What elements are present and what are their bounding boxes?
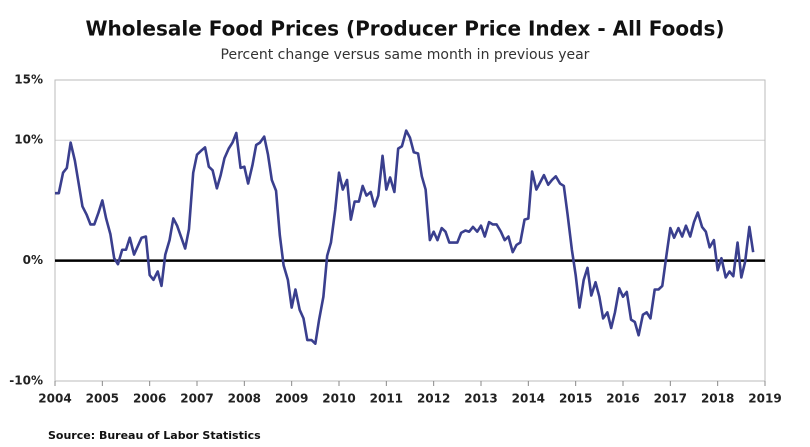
y-tick-label: 0% (23, 253, 43, 267)
source-note: Source: Bureau of Labor Statistics (48, 429, 261, 442)
x-tick-label: 2011 (370, 392, 403, 406)
x-tick-label: 2006 (133, 392, 166, 406)
x-tick-label: 2016 (606, 392, 639, 406)
x-tick-label: 2012 (417, 392, 450, 406)
x-tick-label: 2017 (654, 392, 687, 406)
x-tick-label: 2013 (464, 392, 497, 406)
x-tick-label: 2015 (559, 392, 592, 406)
x-tick-label: 2018 (701, 392, 734, 406)
plot-frame (54, 79, 766, 382)
x-tick-label: 2019 (748, 392, 781, 406)
x-tick-label: 2008 (228, 392, 261, 406)
chart-title: Wholesale Food Prices (Producer Price In… (85, 17, 724, 41)
x-tick-label: 2009 (275, 392, 308, 406)
chart-subtitle: Percent change versus same month in prev… (221, 47, 590, 63)
x-tick-label: 2004 (38, 392, 71, 406)
y-tick-label: -10% (9, 374, 43, 388)
y-tick-label: 10% (14, 133, 43, 147)
y-tick-label: 15% (14, 73, 43, 87)
x-tick-label: 2007 (180, 392, 213, 406)
x-tick-label: 2005 (86, 392, 119, 406)
x-tick-label: 2010 (322, 392, 355, 406)
data-line (55, 129, 755, 345)
x-tick-label: 2014 (512, 392, 545, 406)
